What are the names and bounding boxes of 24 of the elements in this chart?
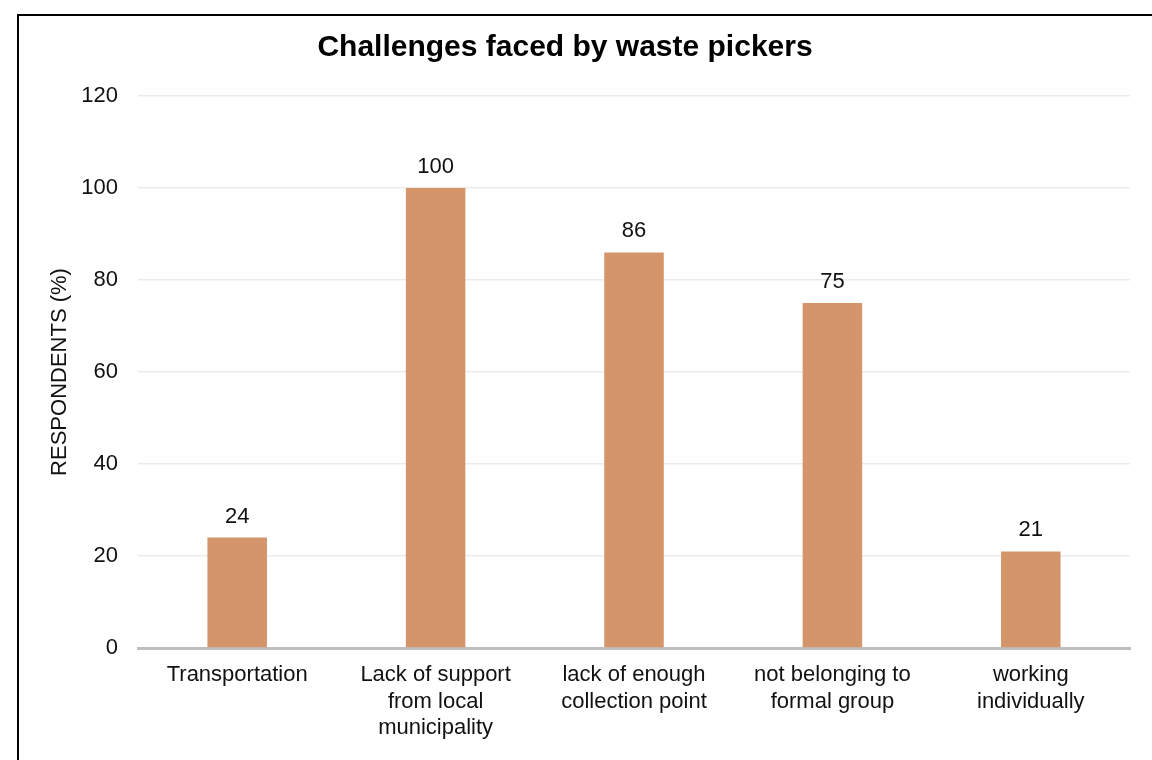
- y-tick-label: 80: [93, 266, 118, 292]
- x-tick-label: Lack of support from local municipality: [360, 661, 511, 740]
- y-tick-label: 0: [105, 634, 118, 660]
- data-label: 21: [1018, 516, 1044, 542]
- x-tick-label: working individually: [976, 661, 1085, 713]
- y-tick-label: 40: [93, 450, 118, 476]
- bar: [207, 537, 267, 648]
- x-tick-label: not belonging to formal group: [754, 661, 911, 713]
- y-tick-label: 20: [93, 542, 118, 568]
- data-label: 75: [820, 268, 845, 293]
- data-label: 100: [417, 153, 454, 178]
- y-tick-label: 120: [81, 82, 118, 108]
- bar: [405, 188, 466, 648]
- chart-title: Challenges faced by waste pickers: [317, 29, 813, 63]
- data-label: 86: [621, 217, 647, 243]
- x-tick-label: Transportation: [166, 661, 308, 687]
- bar: [604, 252, 664, 648]
- y-tick-label: 100: [81, 174, 118, 200]
- y-tick-label: 60: [93, 358, 118, 384]
- bar: [1001, 551, 1061, 648]
- x-tick-label: lack of enough collection point: [561, 661, 707, 713]
- data-label: 24: [224, 502, 250, 528]
- bar: [802, 303, 863, 648]
- y-axis-title: RESPONDENTS (%): [46, 268, 72, 476]
